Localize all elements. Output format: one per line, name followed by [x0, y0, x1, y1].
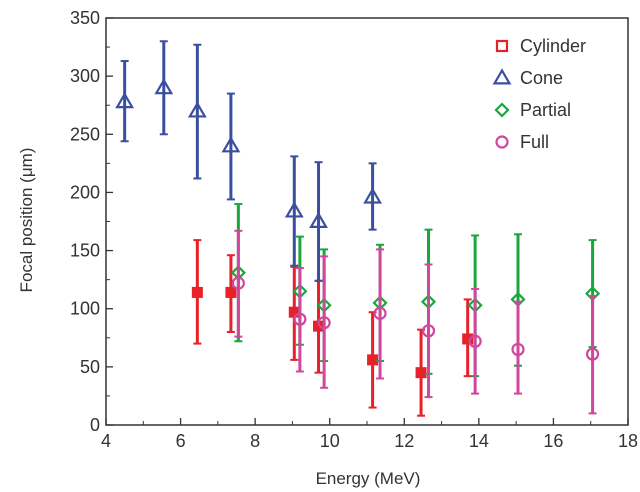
legend-label-cylinder: Cylinder: [520, 36, 586, 56]
cylinder-point-5: [415, 367, 427, 379]
x-tick-label-2: 8: [250, 431, 260, 451]
legend-swatch-cone: [492, 68, 512, 85]
y-tick-label-4: 200: [70, 182, 100, 202]
y-tick-label-2: 100: [70, 299, 100, 319]
full-point-3: [373, 306, 387, 320]
cylinder-point-4: [367, 354, 379, 366]
plot-area: [115, 40, 601, 417]
legend-item-full: Full: [495, 132, 549, 152]
y-tick-label-6: 300: [70, 66, 100, 86]
legend-label-partial: Partial: [520, 100, 571, 120]
legend-item-partial: Partial: [494, 100, 571, 120]
series-partial: [230, 203, 601, 378]
series-full: [231, 229, 600, 415]
y-tick-label-1: 50: [80, 357, 100, 377]
cylinder-point-0: [191, 286, 203, 298]
full-point-1: [293, 312, 307, 326]
y-axis-label: Focal position (μm): [17, 148, 36, 293]
full-point-6: [511, 342, 525, 357]
axes: 4 6 8 10 12 14 16 18 0 50 100 150 200 250 300 350: [70, 8, 638, 451]
x-tick-label-4: 12: [394, 431, 414, 451]
x-tick-label-6: 16: [543, 431, 563, 451]
y-tick-label-7: 350: [70, 8, 100, 28]
full-point-2: [317, 316, 331, 330]
legend-swatch-full: [495, 135, 509, 149]
legend-label-cone: Cone: [520, 68, 563, 88]
legend-item-cylinder: Cylinder: [495, 36, 586, 56]
cylinder-point-1: [225, 286, 237, 298]
full-point-5: [468, 334, 482, 348]
series-cone: [115, 40, 383, 282]
cone-point-2: [187, 101, 207, 118]
legend-swatch-cylinder: [495, 39, 509, 53]
y-tick-label-3: 150: [70, 241, 100, 261]
x-axis-label: Energy (MeV): [316, 469, 421, 488]
legend-item-cone: Cone: [492, 68, 563, 88]
x-tick-label-0: 4: [101, 431, 111, 451]
y-tick-label-0: 0: [90, 415, 100, 435]
legend-label-full: Full: [520, 132, 549, 152]
x-tick-label-7: 18: [618, 431, 638, 451]
full-point-0: [231, 276, 245, 290]
legend-swatch-partial: [494, 102, 510, 118]
cone-point-1: [154, 78, 174, 95]
legend: Cylinder Cone Partial Full: [492, 36, 586, 152]
series-cylinder: [191, 239, 474, 417]
y-tick-label-5: 250: [70, 124, 100, 144]
x-tick-label-1: 6: [176, 431, 186, 451]
x-tick-label-5: 14: [469, 431, 489, 451]
cone-point-0: [115, 92, 135, 109]
cone-point-4: [284, 201, 304, 218]
cylinder-point-6: [462, 333, 474, 345]
x-tick-label-3: 10: [320, 431, 340, 451]
cone-point-6: [363, 187, 383, 204]
full-point-4: [421, 324, 436, 338]
full-point-7: [585, 347, 600, 361]
cone-point-3: [221, 136, 241, 153]
cone-point-5: [309, 211, 328, 228]
